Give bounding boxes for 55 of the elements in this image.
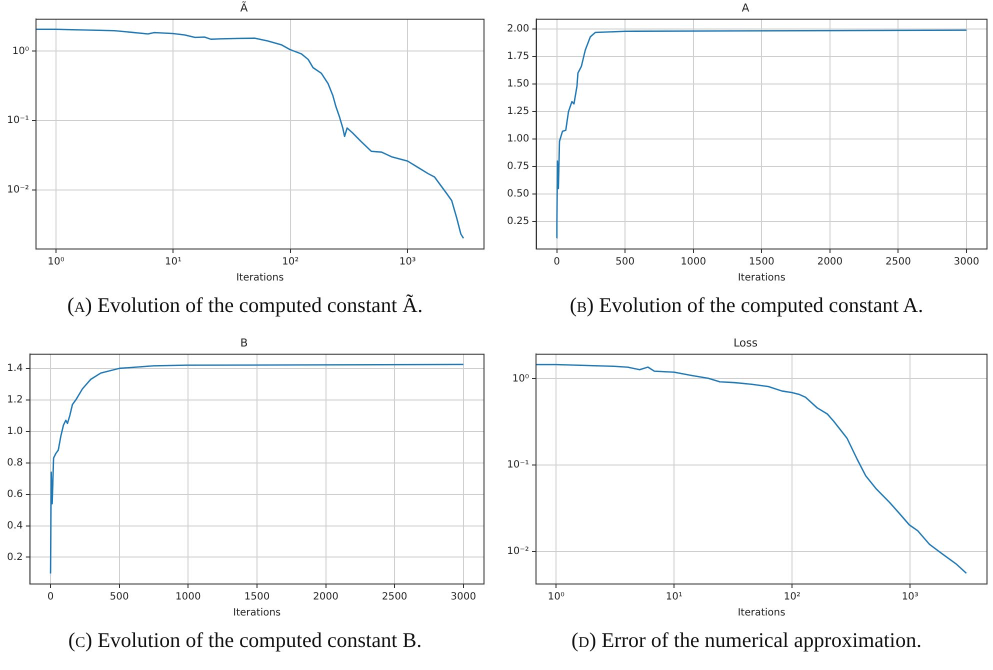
x-axis-title: Iterations	[236, 272, 284, 284]
chart-title: Loss	[733, 336, 758, 350]
x-tick-label: 1000	[175, 592, 201, 603]
y-tick-label: 2.00	[507, 24, 530, 35]
chart-title: Ã	[240, 0, 248, 14]
x-tick-label: 3000	[954, 256, 980, 268]
x-axis-title: Iterations	[738, 272, 786, 284]
y-tick-label: 0.25	[507, 216, 530, 228]
x-tick-label: 2500	[885, 256, 911, 268]
x-tick-label: 3000	[450, 592, 476, 603]
x-tick-label: 500	[616, 256, 635, 268]
x-tick-label: 0	[554, 256, 560, 268]
x-tick-label: 10¹	[666, 592, 682, 603]
x-tick-label: 2000	[817, 256, 843, 268]
text: (c) Evolution of the computed constant B.	[68, 628, 422, 652]
x-tick-label: 10²	[784, 592, 800, 603]
x-axis-title: Iterations	[738, 608, 786, 619]
y-tick-label: 0.6	[6, 488, 23, 500]
y-tick-label: 1.0	[6, 426, 23, 437]
chart-title: B	[240, 336, 248, 350]
y-tick-label: 1.4	[6, 362, 23, 374]
y-tick-label: 10⁻¹	[506, 460, 530, 471]
x-tick-label: 10⁰	[548, 592, 565, 603]
x-tick-label: 10⁰	[48, 256, 64, 268]
x-tick-label: 2000	[313, 592, 338, 603]
y-tick-label: 1.50	[507, 78, 530, 90]
y-tick-label: 10⁻¹	[6, 115, 30, 126]
y-tick-label: 0.50	[507, 188, 530, 200]
y-tick-label: 0.75	[507, 161, 530, 172]
text: (b) Evolution of the computed constant A.	[570, 293, 924, 317]
y-tick-label: 1.00	[507, 134, 530, 145]
x-tick-label: 2500	[382, 592, 408, 603]
x-axis-title: Iterations	[233, 608, 281, 619]
x-tick-label: 1500	[748, 256, 774, 268]
y-tick-label: 10⁰	[12, 46, 30, 57]
chart-title: A	[742, 1, 750, 14]
x-tick-label: 500	[110, 592, 129, 603]
y-tick-label: 1.25	[507, 106, 530, 118]
y-tick-label: 0.2	[6, 552, 23, 563]
text: (a) Evolution of the computed constant Ã.	[67, 293, 423, 317]
x-tick-label: 1500	[244, 592, 270, 603]
y-tick-label: 0.4	[6, 520, 23, 532]
x-tick-label: 10³	[399, 256, 416, 268]
text: (d) Error of the numerical approximation.	[571, 628, 922, 652]
x-tick-label: 0	[47, 592, 54, 603]
x-tick-label: 1000	[680, 256, 706, 268]
y-tick-label: 0.8	[6, 457, 23, 468]
x-tick-label: 10¹	[164, 256, 182, 268]
y-tick-label: 10⁻²	[506, 546, 530, 558]
y-tick-label: 10⁰	[512, 373, 530, 384]
y-tick-label: 1.75	[507, 51, 530, 62]
x-tick-label: 10³	[902, 592, 918, 603]
y-tick-label: 1.2	[6, 394, 23, 406]
x-tick-label: 10²	[282, 256, 299, 268]
y-tick-label: 10⁻²	[6, 184, 30, 196]
